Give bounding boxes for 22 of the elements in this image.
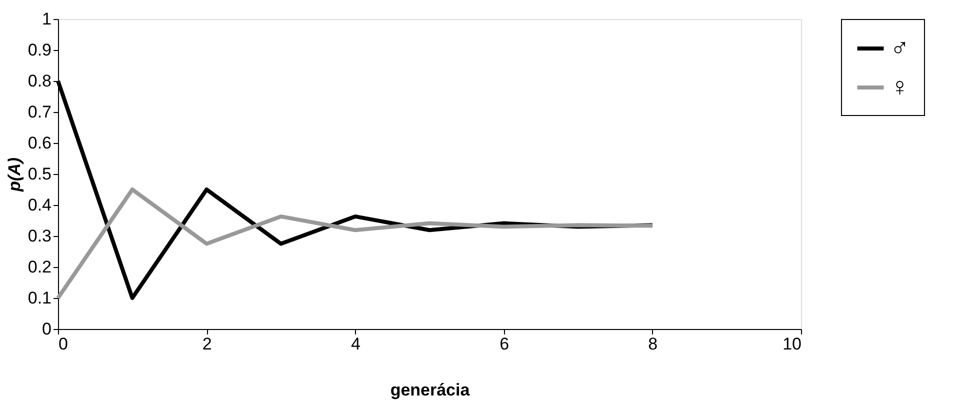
x-tick-label: 10 xyxy=(782,334,802,354)
x-axis-title: generácia xyxy=(390,380,470,400)
y-tick-label: 0.7 xyxy=(28,102,52,122)
x-tick-label: 0 xyxy=(58,334,68,354)
x-tick-label: 4 xyxy=(350,334,360,354)
line-series xyxy=(56,188,654,300)
y-axis-title: p(A) xyxy=(4,157,24,192)
legend-label: ♀ xyxy=(890,72,910,102)
x-tick-label: 6 xyxy=(500,334,510,354)
y-tick-label: 0 xyxy=(42,320,52,338)
x-tick-label: 2 xyxy=(202,334,212,354)
y-tick-label: 0.6 xyxy=(28,134,52,152)
y-tick-label: 0.2 xyxy=(28,258,52,276)
y-tick-label: 0.1 xyxy=(28,288,52,308)
y-tick-label: 1 xyxy=(42,10,52,28)
x-tick-label: 8 xyxy=(648,334,658,354)
y-tick-label: 0.3 xyxy=(28,226,52,246)
y-tick-label: 0.8 xyxy=(28,72,52,90)
y-tick-label: 0.5 xyxy=(28,164,52,184)
y-tick-label: 0.4 xyxy=(28,196,52,214)
y-tick-label: 0.9 xyxy=(28,40,52,60)
legend-label: ♂ xyxy=(890,32,910,62)
